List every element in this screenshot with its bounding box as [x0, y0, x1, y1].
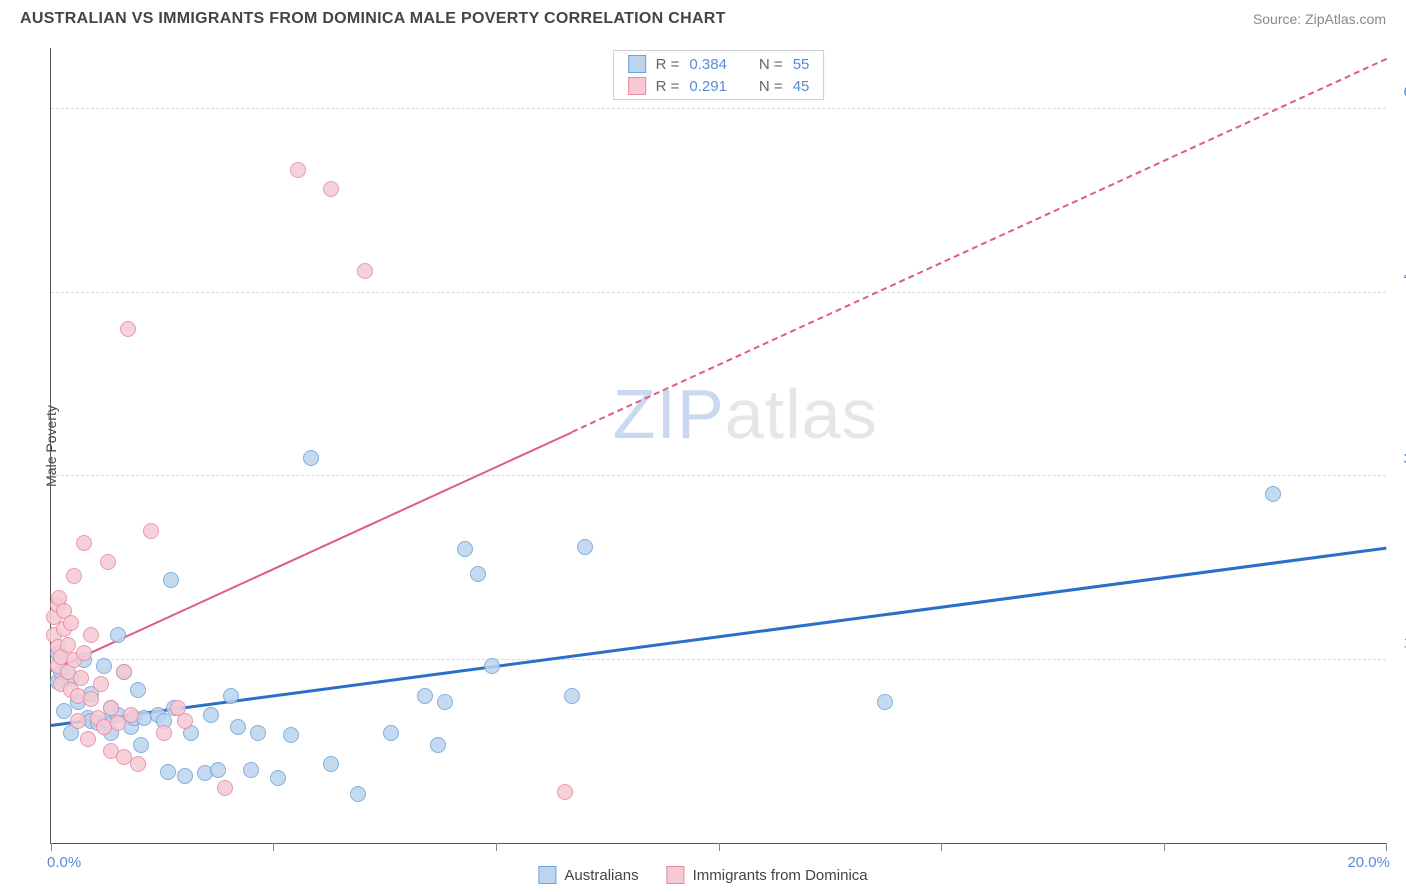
data-point: [103, 700, 119, 716]
data-point: [177, 713, 193, 729]
data-point: [76, 535, 92, 551]
data-point: [457, 541, 473, 557]
data-point: [60, 637, 76, 653]
x-axis-min-label: 0.0%: [47, 854, 81, 871]
gridline: [51, 108, 1386, 109]
data-point: [270, 770, 286, 786]
data-point: [73, 670, 89, 686]
data-point: [877, 694, 893, 710]
x-tick: [1386, 843, 1387, 851]
stats-legend-box: R = 0.384 N = 55 R = 0.291 N = 45: [613, 50, 825, 100]
swatch-icon: [628, 55, 646, 73]
data-point: [430, 737, 446, 753]
data-point: [223, 688, 239, 704]
legend-item-dominica: Immigrants from Dominica: [667, 866, 868, 884]
data-point: [1265, 486, 1281, 502]
data-point: [133, 737, 149, 753]
data-point: [123, 707, 139, 723]
data-point: [217, 780, 233, 796]
watermark: ZIPatlas: [613, 374, 878, 454]
data-point: [417, 688, 433, 704]
gridline: [51, 292, 1386, 293]
data-point: [156, 725, 172, 741]
x-tick: [496, 843, 497, 851]
trend-line: [51, 547, 1386, 727]
x-tick: [1164, 843, 1165, 851]
data-point: [66, 568, 82, 584]
data-point: [484, 658, 500, 674]
gridline: [51, 659, 1386, 660]
data-point: [230, 719, 246, 735]
bottom-legend: Australians Immigrants from Dominica: [538, 866, 867, 884]
r-value: 0.384: [689, 56, 727, 73]
data-point: [160, 764, 176, 780]
data-point: [120, 321, 136, 337]
data-point: [283, 727, 299, 743]
data-point: [210, 762, 226, 778]
data-point: [76, 645, 92, 661]
x-tick: [51, 843, 52, 851]
x-tick: [273, 843, 274, 851]
gridline: [51, 475, 1386, 476]
trend-line: [571, 58, 1386, 433]
data-point: [303, 450, 319, 466]
data-point: [143, 523, 159, 539]
stats-row-australians: R = 0.384 N = 55: [614, 53, 824, 75]
data-point: [63, 615, 79, 631]
data-point: [80, 731, 96, 747]
scatter-plot: ZIPatlas R = 0.384 N = 55 R = 0.291 N = …: [50, 48, 1386, 844]
data-point: [557, 784, 573, 800]
data-point: [163, 572, 179, 588]
data-point: [203, 707, 219, 723]
data-point: [470, 566, 486, 582]
chart-area: Male Poverty ZIPatlas R = 0.384 N = 55 R…: [50, 48, 1386, 844]
trend-line: [51, 431, 573, 671]
data-point: [110, 627, 126, 643]
data-point: [383, 725, 399, 741]
data-point: [70, 713, 86, 729]
chart-title: AUSTRALIAN VS IMMIGRANTS FROM DOMINICA M…: [20, 10, 726, 28]
data-point: [116, 664, 132, 680]
data-point: [323, 756, 339, 772]
x-tick: [719, 843, 720, 851]
legend-item-australians: Australians: [538, 866, 638, 884]
data-point: [100, 554, 116, 570]
data-point: [243, 762, 259, 778]
data-point: [437, 694, 453, 710]
stats-row-dominica: R = 0.291 N = 45: [614, 75, 824, 97]
data-point: [564, 688, 580, 704]
n-value: 55: [793, 56, 810, 73]
data-point: [83, 627, 99, 643]
data-point: [577, 539, 593, 555]
data-point: [96, 658, 112, 674]
swatch-icon: [538, 866, 556, 884]
data-point: [83, 691, 99, 707]
data-point: [350, 786, 366, 802]
n-value: 45: [793, 78, 810, 95]
data-point: [93, 676, 109, 692]
swatch-icon: [628, 77, 646, 95]
data-point: [130, 756, 146, 772]
data-point: [130, 682, 146, 698]
source-label: Source: ZipAtlas.com: [1253, 11, 1386, 27]
x-axis-max-label: 20.0%: [1347, 854, 1390, 871]
data-point: [250, 725, 266, 741]
swatch-icon: [667, 866, 685, 884]
data-point: [323, 181, 339, 197]
x-tick: [941, 843, 942, 851]
r-value: 0.291: [689, 78, 727, 95]
data-point: [177, 768, 193, 784]
data-point: [357, 263, 373, 279]
data-point: [290, 162, 306, 178]
